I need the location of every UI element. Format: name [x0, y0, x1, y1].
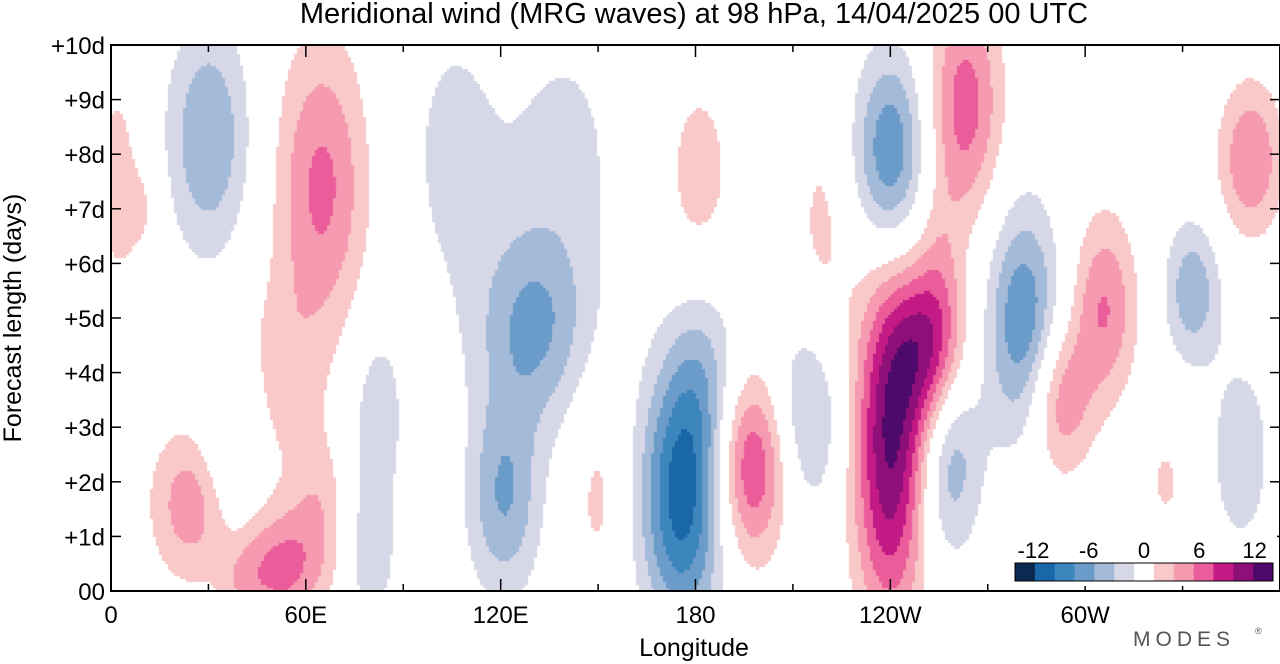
- chart-title: Meridional wind (MRG waves) at 98 hPa, 1…: [300, 0, 1088, 30]
- modes-logo-mark: ®: [1255, 626, 1262, 636]
- colorbar-swatch: [1233, 563, 1254, 581]
- colorbar-swatch: [1015, 563, 1036, 581]
- y-tick-label: +7d: [64, 197, 105, 224]
- colorbar-tick-label: 6: [1193, 538, 1205, 563]
- y-tick-label: +10d: [51, 33, 105, 60]
- y-tick-label: +1d: [64, 524, 105, 551]
- colorbar: -12 -6 0 6 12: [1011, 532, 1277, 586]
- wind-field: [111, 45, 1280, 591]
- colorbar-tick-label: 0: [1138, 538, 1150, 563]
- colorbar-swatch: [1054, 563, 1076, 581]
- modes-logo: MODES: [1133, 628, 1235, 651]
- colorbar-swatch: [1134, 563, 1155, 581]
- colorbar-swatch: [1253, 563, 1274, 581]
- y-tick-label: +4d: [64, 361, 105, 388]
- y-axis-label: Forecast length (days): [0, 194, 27, 443]
- colorbar-swatch: [1153, 563, 1175, 581]
- x-tick-label: 120W: [859, 602, 922, 629]
- y-tick-label: +2d: [64, 470, 105, 497]
- colorbar-swatch: [1193, 563, 1214, 581]
- colorbar-tick-label: 12: [1242, 538, 1266, 563]
- x-tick-label: 120E: [473, 602, 529, 629]
- colorbar-frame: [1014, 562, 1274, 582]
- y-tick-label: +9d: [64, 88, 105, 115]
- y-tick-label: +6d: [64, 251, 105, 278]
- y-tick-label: 00: [78, 579, 105, 606]
- wind-field-raster: [111, 45, 1280, 591]
- x-axis-label: Longitude: [639, 634, 749, 662]
- x-tick-label: 60E: [284, 602, 327, 629]
- y-tick-label: +3d: [64, 415, 105, 442]
- y-tick-label: +8d: [64, 142, 105, 169]
- colorbar-swatch: [1034, 563, 1056, 581]
- colorbar-tick-label: -6: [1079, 538, 1099, 563]
- x-tick-label: 60W: [1060, 602, 1110, 629]
- colorbar-swatch: [1114, 563, 1135, 581]
- x-axis-ticks: 0 60E 120E 180 120W 60W: [104, 45, 1280, 629]
- plot-area: [110, 44, 1280, 592]
- x-tick-label: 180: [675, 602, 715, 629]
- y-tick-label: +5d: [64, 306, 105, 333]
- colorbar-swatch: [1173, 563, 1195, 581]
- colorbar-swatch: [1074, 563, 1095, 581]
- x-tick-label: 0: [104, 602, 117, 629]
- colorbar-swatch: [1213, 563, 1234, 581]
- y-axis-ticks: 00 +1d +2d +3d +4d +5d +6d +7d +8d +9d +10d: [51, 33, 1280, 606]
- colorbar-tick-label: -12: [1018, 538, 1050, 563]
- colorbar-swatch: [1094, 563, 1115, 581]
